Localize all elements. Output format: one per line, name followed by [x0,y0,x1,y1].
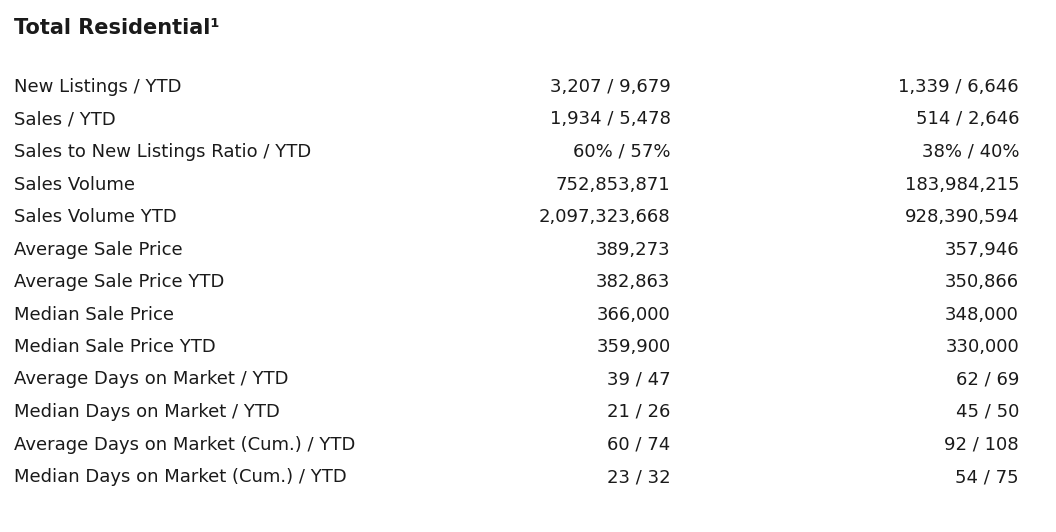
Text: Sales to New Listings Ratio / YTD: Sales to New Listings Ratio / YTD [14,143,312,161]
Text: Average Days on Market (Cum.) / YTD: Average Days on Market (Cum.) / YTD [14,436,356,453]
Text: Median Days on Market (Cum.) / YTD: Median Days on Market (Cum.) / YTD [14,468,346,486]
Text: Average Sale Price: Average Sale Price [14,240,183,259]
Text: 54 / 75: 54 / 75 [956,468,1019,486]
Text: Total Residential¹: Total Residential¹ [14,18,220,38]
Text: 39 / 47: 39 / 47 [607,370,671,388]
Text: 389,273: 389,273 [596,240,671,259]
Text: 359,900: 359,900 [597,338,671,356]
Text: 2,097,323,668: 2,097,323,668 [539,208,671,226]
Text: New Listings / YTD: New Listings / YTD [14,78,182,96]
Text: 60 / 74: 60 / 74 [607,436,671,453]
Text: 62 / 69: 62 / 69 [956,370,1019,388]
Text: Sales Volume: Sales Volume [14,176,135,194]
Text: 357,946: 357,946 [944,240,1019,259]
Text: 1,934 / 5,478: 1,934 / 5,478 [550,111,671,129]
Text: Average Days on Market / YTD: Average Days on Market / YTD [14,370,288,388]
Text: 350,866: 350,866 [945,273,1019,291]
Text: 366,000: 366,000 [597,305,671,323]
Text: 1,339 / 6,646: 1,339 / 6,646 [899,78,1019,96]
Text: 752,853,871: 752,853,871 [555,176,671,194]
Text: 21 / 26: 21 / 26 [607,403,671,421]
Text: 330,000: 330,000 [945,338,1019,356]
Text: Sales Volume YTD: Sales Volume YTD [14,208,176,226]
Text: 45 / 50: 45 / 50 [956,403,1019,421]
Text: Median Sale Price: Median Sale Price [14,305,174,323]
Text: 60% / 57%: 60% / 57% [573,143,671,161]
Text: Sales / YTD: Sales / YTD [14,111,116,129]
Text: 348,000: 348,000 [945,305,1019,323]
Text: 38% / 40%: 38% / 40% [922,143,1019,161]
Text: 514 / 2,646: 514 / 2,646 [916,111,1019,129]
Text: 3,207 / 9,679: 3,207 / 9,679 [550,78,671,96]
Text: Median Days on Market / YTD: Median Days on Market / YTD [14,403,280,421]
Text: 928,390,594: 928,390,594 [904,208,1019,226]
Text: 382,863: 382,863 [597,273,671,291]
Text: Average Sale Price YTD: Average Sale Price YTD [14,273,224,291]
Text: 183,984,215: 183,984,215 [905,176,1019,194]
Text: 92 / 108: 92 / 108 [944,436,1019,453]
Text: 23 / 32: 23 / 32 [607,468,671,486]
Text: Median Sale Price YTD: Median Sale Price YTD [14,338,215,356]
